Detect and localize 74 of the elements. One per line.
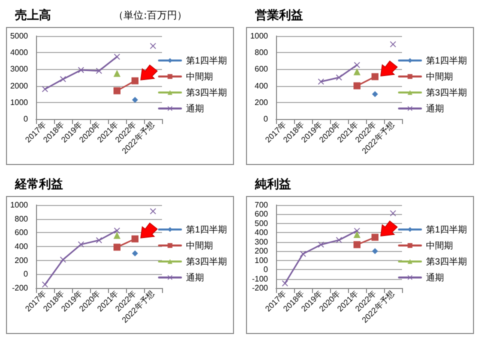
y-tick-label: 5000	[10, 32, 29, 40]
y-tick-label: 600	[254, 64, 269, 74]
point	[372, 91, 378, 98]
y-tick-label: 0	[264, 114, 269, 124]
point	[372, 234, 378, 241]
y-tick-label: 1000	[10, 98, 29, 107]
y-tick-label: 200	[254, 246, 269, 256]
y-tick-label: 400	[254, 228, 269, 238]
point	[336, 237, 342, 244]
y-tick-label: -100	[252, 274, 269, 284]
legend-label: 中間期	[186, 72, 213, 82]
point	[336, 74, 342, 80]
legend-label: 中間期	[426, 72, 453, 82]
point	[78, 67, 84, 74]
chart-title: 経常利益	[14, 177, 63, 191]
legend-label: 通期	[426, 104, 444, 114]
point	[372, 73, 378, 80]
y-tick-label: -200	[12, 284, 29, 292]
y-tick-label: 0	[24, 270, 29, 279]
text: （単位:百万円）	[114, 10, 188, 22]
chart-title: 純利益	[254, 177, 291, 191]
legend-label: 第3四半期	[426, 88, 468, 98]
y-tick-label: 500	[254, 218, 269, 228]
point	[114, 87, 120, 94]
y-tick-label: 200	[254, 98, 269, 107]
legend-label: 第3四半期	[186, 256, 228, 266]
chart-title: 営業利益	[255, 8, 303, 22]
y-tick-label: 400	[14, 242, 29, 251]
y-tick-label: -200	[252, 284, 269, 292]
y-tick-label: 4000	[10, 48, 29, 58]
y-tick-label: 700	[254, 200, 269, 210]
point	[354, 241, 360, 248]
y-tick-label: 600	[254, 210, 269, 219]
legend-label: 第1四半期	[186, 56, 228, 66]
chart-title: 売上高	[15, 8, 51, 22]
point	[354, 231, 360, 238]
y-tick-label: 400	[254, 81, 269, 90]
point	[354, 62, 360, 68]
y-tick-label: 300	[254, 237, 269, 246]
legend-label: 第3四半期	[186, 88, 228, 98]
point	[114, 70, 120, 77]
point	[150, 42, 156, 49]
y-tick-label: 3000	[10, 64, 29, 74]
legend-label: 通期	[186, 272, 204, 282]
y-tick-label: 1000	[250, 32, 269, 40]
point	[354, 82, 360, 90]
legend-label: 第1四半期	[426, 224, 468, 234]
y-tick-label: 800	[14, 214, 29, 224]
point	[42, 282, 48, 288]
legend-label: 中間期	[426, 240, 453, 250]
y-tick-label: 800	[254, 48, 269, 58]
point	[78, 241, 84, 248]
point	[114, 244, 120, 251]
legend-label: 第3四半期	[426, 256, 468, 266]
point	[372, 248, 378, 254]
legend-label: 通期	[186, 104, 204, 114]
legend-label: 中間期	[186, 240, 213, 250]
legend-label: 通期	[426, 272, 444, 282]
point	[354, 68, 360, 76]
legend-label: 第1四半期	[186, 224, 228, 234]
y-tick-label: 200	[14, 256, 29, 265]
y-tick-label: 0	[264, 265, 269, 274]
y-tick-label: 2000	[10, 81, 29, 90]
point	[114, 228, 120, 234]
y-tick-label: 0	[24, 114, 29, 124]
y-tick-label: 100	[254, 256, 269, 265]
y-tick-label: 1000	[10, 200, 29, 210]
point	[114, 232, 120, 239]
point	[132, 250, 138, 256]
y-tick-label: 600	[14, 228, 29, 238]
legend-label: 第1四半期	[426, 56, 468, 66]
point	[132, 235, 138, 242]
point	[132, 96, 138, 103]
point	[132, 77, 138, 84]
